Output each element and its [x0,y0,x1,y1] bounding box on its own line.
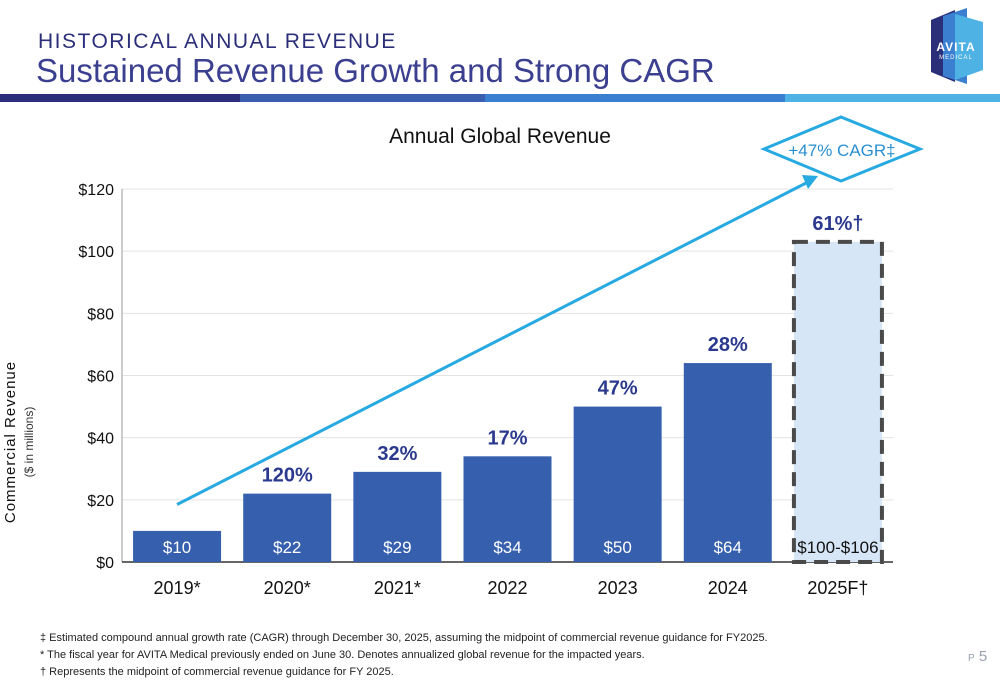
growth-label: 120% [262,465,313,487]
page-prefix: P [968,653,975,664]
page-number-value: 5 [978,648,988,665]
y-axis-label: Commercial Revenue [2,360,19,524]
growth-label: 47% [598,378,638,400]
bar [353,471,442,562]
cagr-badge [760,115,924,183]
y-tick-label: $120 [78,182,114,199]
logo-mark-icon [931,8,983,84]
y-tick-label: $60 [87,369,114,386]
cagr-trend-line [176,179,811,506]
y-tick-label: $100 [78,244,114,261]
growth-label: 17% [487,427,527,449]
x-tick-label: 2024 [708,578,748,598]
header-stripe-1 [0,94,240,102]
bar-value-label: $64 [714,538,742,557]
footnote-guidance: † Represents the midpoint of commercial … [40,666,394,678]
y-axis-sublabel: ($ in millions) [22,406,36,478]
growth-label: 32% [377,443,417,465]
cagr-arrowhead-icon [802,175,818,189]
growth-label: 28% [708,334,748,356]
bar-value-label: $29 [383,538,411,557]
cagr-badge-label: +47% CAGR‡ [788,141,895,160]
bar [133,530,222,562]
chart-title: Annual Global Revenue [389,125,611,148]
bar [463,456,552,562]
logo-subtext: MEDICAL [939,55,973,61]
x-tick-label: 2023 [598,578,638,598]
bar [243,493,332,562]
x-tick-label: 2022 [487,578,527,598]
y-tick-label: $40 [87,431,114,448]
bar [683,363,772,562]
header-stripe-4 [785,94,1000,102]
page-title: Sustained Revenue Growth and Strong CAGR [36,52,715,89]
header-stripe-2 [240,94,485,102]
footnote-fiscal-year: * The fiscal year for AVITA Medical prev… [40,649,645,661]
page-number: P 5 [968,648,987,665]
section-eyebrow: HISTORICAL ANNUAL REVENUE [38,30,397,53]
bar-value-label: $10 [163,538,191,557]
growth-label: 61%† [812,213,863,235]
y-tick-label: $20 [87,493,114,510]
logo-wordmark: AVITA [936,40,976,54]
y-tick-label: $0 [96,555,114,572]
bar-value-label: $100-$106 [797,538,878,557]
x-tick-label: 2020* [264,578,311,598]
footnotes: ‡ Estimated compound annual growth rate … [40,630,768,681]
footnote-cagr: ‡ Estimated compound annual growth rate … [40,632,768,644]
y-tick-label: $80 [87,306,114,323]
bar [573,406,662,562]
x-tick-label: 2021* [374,578,421,598]
header-stripe-3 [485,94,785,102]
x-tick-label: 2019* [154,578,201,598]
avita-medical-logo: AVITA MEDICAL [925,8,987,84]
bar-forecast [791,239,884,564]
x-tick-label: 2025F† [807,578,868,598]
bar-value-label: $34 [493,538,521,557]
y-axis-label-group: Commercial Revenue ($ in millions) [2,232,72,523]
bar-value-label: $50 [603,538,631,557]
bar-value-label: $22 [273,538,301,557]
